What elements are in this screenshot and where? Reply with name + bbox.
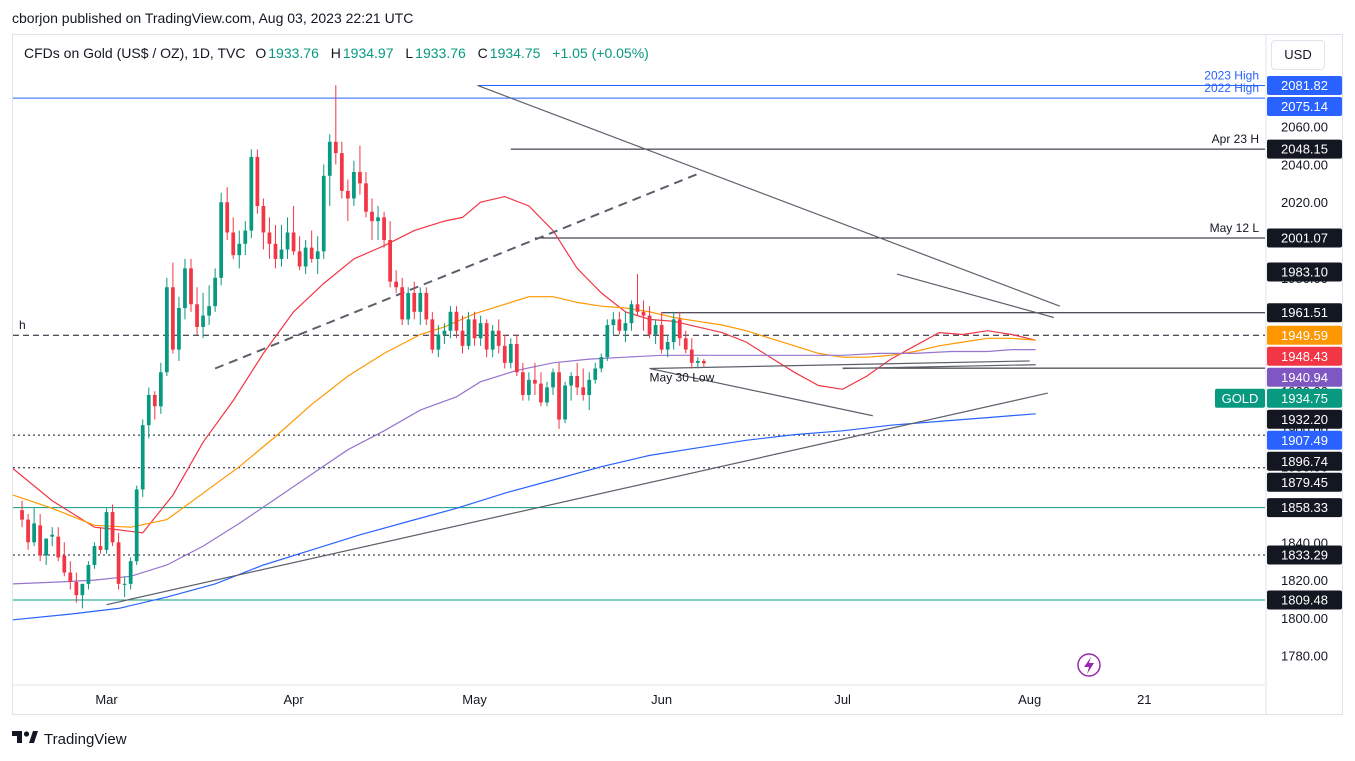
high-value: 1934.97 [342,45,394,61]
change-value: +1.05 (+0.05%) [552,45,649,61]
open-key: O [255,45,267,61]
chart-frame [12,34,1343,715]
low-key: L [405,45,414,61]
currency-button[interactable]: USD [1271,40,1325,70]
publisher-line: cborjon published on TradingView.com, Au… [12,10,414,26]
close-key: C [477,45,488,61]
close-value: 1934.75 [489,45,541,61]
brand-name: TradingView [44,730,127,748]
tradingview-logo-icon [12,730,38,748]
low-value: 1933.76 [415,45,466,61]
high-key: H [330,45,341,61]
symbol-legend: CFDs on Gold (US$ / OZ), 1D, TVC O 1933.7… [24,45,651,61]
footer: TradingView [12,730,127,748]
symbol-title: CFDs on Gold (US$ / OZ), 1D, TVC [24,45,246,61]
open-value: 1933.76 [268,45,319,61]
